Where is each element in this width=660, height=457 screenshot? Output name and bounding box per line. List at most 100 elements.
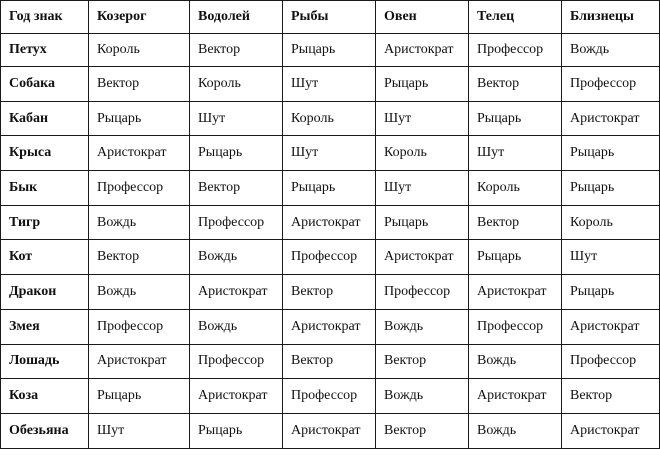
table-cell: Аристократ: [375, 239, 469, 276]
row-header: Бык: [0, 170, 89, 206]
table-cell: Аристократ: [88, 135, 190, 172]
table-row: Кот Вектор Вождь Профессор Аристократ Рыцарь Ш…: [0, 239, 660, 276]
row-header: Кот: [0, 239, 89, 276]
table-cell: Аристократ: [468, 378, 562, 414]
table-cell: Вектор: [88, 239, 190, 276]
table-cell: Профессор: [282, 239, 376, 276]
table-cell: Вождь: [88, 204, 190, 241]
column-header: Овен: [375, 0, 469, 34]
table-cell: Аристократ: [561, 100, 660, 137]
row-header: Лошадь: [0, 343, 89, 380]
table-cell: Вектор: [468, 66, 562, 102]
table-cell: Вождь: [375, 308, 469, 345]
column-header: Козерог: [88, 0, 190, 34]
corner-header-cell: Год знак: [0, 0, 89, 34]
table-cell: Аристократ: [561, 412, 660, 449]
table-cell: Вождь: [375, 378, 469, 414]
table-cell: Вождь: [88, 274, 190, 310]
table-row: Обезьяна Шут Рыцарь Аристократ Вектор Вождь Ар…: [0, 412, 660, 449]
row-header: Обезьяна: [0, 412, 89, 449]
table-cell: Король: [189, 66, 283, 102]
row-header: Крыса: [0, 135, 89, 172]
table-cell: Рыцарь: [468, 239, 562, 276]
table-row: Коза Рыцарь Аристократ Профессор Вождь Аристо…: [0, 378, 660, 414]
table-cell: Король: [561, 204, 660, 241]
table-cell: Шут: [468, 135, 562, 172]
table-cell: Профессор: [189, 204, 283, 241]
table-cell: Аристократ: [561, 308, 660, 345]
table-cell: Рыцарь: [189, 135, 283, 172]
table-cell: Вектор: [88, 66, 190, 102]
table-cell: Аристократ: [282, 308, 376, 345]
table-row: Дракон Вождь Аристократ Вектор Профессор Арис…: [0, 274, 660, 310]
column-header: Близнецы: [561, 0, 660, 34]
table-cell: Рыцарь: [468, 100, 562, 137]
table-cell: Вектор: [282, 343, 376, 380]
table-cell: Вектор: [189, 33, 283, 67]
table-cell: Профессор: [468, 308, 562, 345]
table-cell: Рыцарь: [282, 170, 376, 206]
table-cell: Король: [375, 135, 469, 172]
column-header: Телец: [468, 0, 562, 34]
table-row: Змея Профессор Вождь Аристократ Вождь Професс…: [0, 308, 660, 345]
table-row: Кабан Рыцарь Шут Король Шут Рыцарь Аристократ: [0, 100, 660, 137]
table-row: Крыса Аристократ Рыцарь Шут Король Шут Рыцарь: [0, 135, 660, 172]
row-header: Петух: [0, 33, 89, 67]
table-cell: Вождь: [189, 308, 283, 345]
table-cell: Вектор: [375, 412, 469, 449]
table-cell: Аристократ: [189, 274, 283, 310]
table-cell: Профессор: [468, 33, 562, 67]
table-cell: Рыцарь: [561, 274, 660, 310]
table-cell: Рыцарь: [561, 135, 660, 172]
table-cell: Профессор: [561, 343, 660, 380]
table-cell: Аристократ: [88, 343, 190, 380]
table-cell: Шут: [375, 170, 469, 206]
table-cell: Вектор: [468, 204, 562, 241]
table-row: Лошадь Аристократ Профессор Вектор Вектор Вож…: [0, 343, 660, 380]
table-cell: Шут: [88, 412, 190, 449]
row-header: Собака: [0, 66, 89, 102]
table-cell: Вектор: [189, 170, 283, 206]
table-cell: Аристократ: [375, 33, 469, 67]
table-cell: Шут: [375, 100, 469, 137]
row-header: Кабан: [0, 100, 89, 137]
table-cell: Король: [88, 33, 190, 67]
header-row: Год знак Козерог Водолей Рыбы Овен Телец Близн…: [0, 0, 660, 34]
table-cell: Профессор: [561, 66, 660, 102]
table-cell: Король: [282, 100, 376, 137]
table-cell: Вектор: [282, 274, 376, 310]
table-cell: Аристократ: [282, 412, 376, 449]
table-cell: Вождь: [189, 239, 283, 276]
table-cell: Рыцарь: [375, 66, 469, 102]
table-cell: Шут: [189, 100, 283, 137]
table-cell: Профессор: [88, 308, 190, 345]
row-header: Коза: [0, 378, 89, 414]
table-cell: Рыцарь: [375, 204, 469, 241]
row-header: Змея: [0, 308, 89, 345]
table-cell: Вектор: [561, 378, 660, 414]
row-header: Дракон: [0, 274, 89, 310]
table-cell: Рыцарь: [561, 170, 660, 206]
table-row: Тигр Вождь Профессор Аристократ Рыцарь Вектор…: [0, 204, 660, 241]
table-cell: Вождь: [561, 33, 660, 67]
table-row: Бык Профессор Вектор Рыцарь Шут Король Рыцарь: [0, 170, 660, 206]
table-cell: Аристократ: [189, 378, 283, 414]
column-header: Водолей: [189, 0, 283, 34]
table-cell: Профессор: [189, 343, 283, 380]
table-cell: Вождь: [468, 343, 562, 380]
table-cell: Профессор: [375, 274, 469, 310]
table-cell: Вождь: [468, 412, 562, 449]
table-cell: Шут: [282, 66, 376, 102]
table-cell: Аристократ: [468, 274, 562, 310]
column-header: Рыбы: [282, 0, 376, 34]
table-row: Петух Король Вектор Рыцарь Аристократ Професс…: [0, 33, 660, 67]
table-cell: Шут: [282, 135, 376, 172]
table-body: Петух Король Вектор Рыцарь Аристократ Професс…: [0, 33, 660, 449]
table-cell: Рыцарь: [282, 33, 376, 67]
table-cell: Король: [468, 170, 562, 206]
table-cell: Рыцарь: [189, 412, 283, 449]
table-cell: Профессор: [282, 378, 376, 414]
table-cell: Аристократ: [282, 204, 376, 241]
table-cell: Рыцарь: [88, 378, 190, 414]
